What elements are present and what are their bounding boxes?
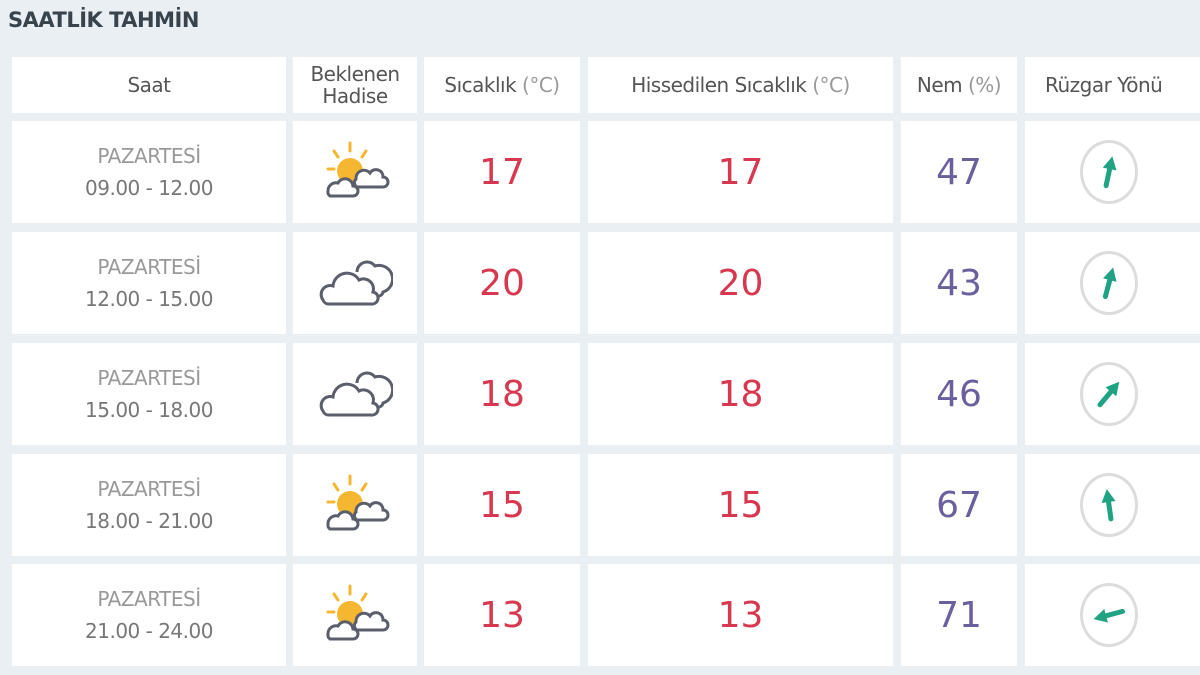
temperature-cell: 13 bbox=[424, 564, 580, 666]
day-label: PAZARTESİ bbox=[97, 255, 201, 279]
feels-like-cell: 18 bbox=[588, 343, 893, 445]
humidity-cell: 71 bbox=[901, 564, 1017, 666]
weather-cell bbox=[293, 564, 417, 666]
weather-cell bbox=[293, 343, 417, 445]
wind-compass bbox=[1080, 140, 1138, 204]
header-saat: Saat bbox=[12, 57, 286, 113]
feels-like-value: 13 bbox=[717, 594, 764, 636]
header-hissedilen-label: Hissedilen Sıcaklık bbox=[631, 73, 807, 97]
time-range: 15.00 - 18.00 bbox=[85, 398, 213, 422]
header-hissedilen-unit: (°C) bbox=[812, 73, 850, 97]
time-cell: PAZARTESİ 15.00 - 18.00 bbox=[12, 343, 286, 445]
day-label: PAZARTESİ bbox=[97, 477, 201, 501]
partly-cloudy-icon bbox=[320, 139, 390, 205]
header-sicaklik: Sıcaklık (°C) bbox=[424, 57, 580, 113]
temperature-value: 18 bbox=[479, 373, 525, 415]
wind-arrow-icon bbox=[1102, 156, 1117, 189]
header-sicaklik-unit: (°C) bbox=[522, 73, 560, 97]
feels-like-value: 17 bbox=[717, 151, 764, 193]
wind-compass bbox=[1080, 583, 1138, 647]
header-nem-label: Nem bbox=[916, 73, 963, 97]
partly-cloudy-icon bbox=[320, 472, 390, 538]
humidity-cell: 46 bbox=[901, 343, 1017, 445]
feels-like-value: 20 bbox=[717, 262, 764, 304]
time-range: 12.00 - 15.00 bbox=[85, 287, 213, 311]
feels-like-value: 18 bbox=[717, 373, 764, 415]
humidity-cell: 67 bbox=[901, 454, 1017, 556]
temperature-value: 15 bbox=[479, 484, 525, 526]
humidity-cell: 47 bbox=[901, 121, 1017, 223]
temperature-cell: 18 bbox=[424, 343, 580, 445]
weather-cell bbox=[293, 121, 417, 223]
section-title: SAATLİK TAHMİN bbox=[8, 8, 199, 32]
header-ruzgar-label: Rüzgar Yönü bbox=[1045, 73, 1163, 97]
day-label: PAZARTESİ bbox=[97, 587, 201, 611]
time-cell: PAZARTESİ 09.00 - 12.00 bbox=[12, 121, 286, 223]
wind-arrow-icon bbox=[1101, 489, 1116, 522]
time-range: 09.00 - 12.00 bbox=[85, 176, 213, 200]
day-label: PAZARTESİ bbox=[97, 366, 201, 390]
time-cell: PAZARTESİ 21.00 - 24.00 bbox=[12, 564, 286, 666]
weather-cell bbox=[293, 454, 417, 556]
humidity-value: 47 bbox=[936, 151, 982, 193]
wind-compass bbox=[1080, 362, 1138, 426]
header-hadise-label: Beklenen Hadise bbox=[310, 62, 400, 108]
header-ruzgar: Rüzgar Yönü bbox=[1025, 57, 1200, 113]
cloudy-icon bbox=[317, 369, 393, 419]
header-saat-label: Saat bbox=[127, 73, 171, 97]
wind-compass bbox=[1080, 251, 1138, 315]
wind-cell bbox=[1025, 454, 1200, 556]
wind-cell bbox=[1025, 343, 1200, 445]
time-cell: PAZARTESİ 18.00 - 21.00 bbox=[12, 454, 286, 556]
feels-like-cell: 15 bbox=[588, 454, 893, 556]
wind-arrow-icon bbox=[1102, 267, 1117, 300]
time-range: 21.00 - 24.00 bbox=[85, 619, 213, 643]
header-nem: Nem (%) bbox=[901, 57, 1017, 113]
wind-arrow-icon bbox=[1093, 608, 1126, 623]
header-hissedilen: Hissedilen Sıcaklık (°C) bbox=[588, 57, 893, 113]
weather-cell bbox=[293, 232, 417, 334]
temperature-cell: 17 bbox=[424, 121, 580, 223]
header-nem-unit: (%) bbox=[968, 73, 1002, 97]
wind-cell bbox=[1025, 564, 1200, 666]
wind-cell bbox=[1025, 121, 1200, 223]
feels-like-cell: 20 bbox=[588, 232, 893, 334]
time-range: 18.00 - 21.00 bbox=[85, 509, 213, 533]
feels-like-value: 15 bbox=[717, 484, 764, 526]
feels-like-cell: 13 bbox=[588, 564, 893, 666]
humidity-value: 67 bbox=[936, 484, 982, 526]
humidity-value: 46 bbox=[936, 373, 982, 415]
wind-cell bbox=[1025, 232, 1200, 334]
wind-compass bbox=[1080, 473, 1138, 537]
temperature-value: 20 bbox=[479, 262, 525, 304]
humidity-cell: 43 bbox=[901, 232, 1017, 334]
time-cell: PAZARTESİ 12.00 - 15.00 bbox=[12, 232, 286, 334]
wind-arrow-icon bbox=[1097, 381, 1120, 408]
feels-like-cell: 17 bbox=[588, 121, 893, 223]
header-hadise: Beklenen Hadise bbox=[293, 57, 417, 113]
day-label: PAZARTESİ bbox=[97, 144, 201, 168]
temperature-value: 13 bbox=[479, 594, 525, 636]
humidity-value: 43 bbox=[936, 262, 982, 304]
temperature-value: 17 bbox=[479, 151, 525, 193]
cloudy-icon bbox=[317, 258, 393, 308]
header-sicaklik-label: Sıcaklık bbox=[444, 73, 517, 97]
humidity-value: 71 bbox=[936, 594, 982, 636]
partly-cloudy-icon bbox=[320, 582, 390, 648]
temperature-cell: 20 bbox=[424, 232, 580, 334]
temperature-cell: 15 bbox=[424, 454, 580, 556]
